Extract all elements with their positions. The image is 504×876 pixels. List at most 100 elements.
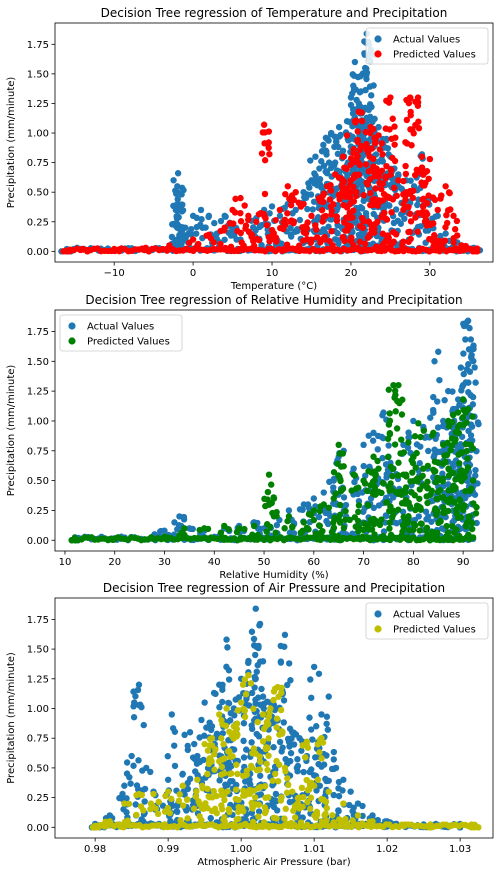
- data-point: [381, 209, 388, 216]
- data-point: [416, 527, 423, 534]
- data-point: [391, 157, 399, 165]
- data-point: [310, 198, 318, 205]
- y-tick-label: 0.00: [27, 823, 49, 834]
- data-point: [162, 792, 169, 800]
- data-point: [472, 248, 480, 255]
- data-point: [363, 65, 370, 72]
- data-point: [350, 183, 357, 190]
- data-point: [284, 775, 291, 782]
- data-point: [274, 777, 282, 785]
- data-point: [207, 726, 215, 734]
- data-point: [262, 807, 270, 814]
- data-point: [288, 233, 295, 240]
- data-point: [119, 790, 126, 798]
- x-tick-label: 1.02: [376, 844, 398, 855]
- data-point: [135, 701, 143, 709]
- data-point: [294, 799, 302, 807]
- data-point: [240, 737, 247, 745]
- data-point: [323, 720, 330, 727]
- data-point: [256, 753, 263, 760]
- data-point: [466, 487, 474, 495]
- data-point: [398, 411, 406, 418]
- data-point: [466, 368, 474, 375]
- data-point: [380, 532, 387, 540]
- data-point: [474, 419, 482, 426]
- data-point: [326, 237, 333, 245]
- data-point: [245, 216, 252, 223]
- data-point: [327, 187, 335, 194]
- data-point: [364, 247, 371, 254]
- legend-label: Actual Values: [393, 35, 460, 46]
- data-point: [281, 631, 289, 639]
- data-point: [143, 764, 150, 772]
- data-point: [379, 412, 386, 419]
- x-tick-label: 0.99: [157, 844, 179, 855]
- data-point: [330, 524, 338, 531]
- data-point: [434, 398, 441, 405]
- data-point: [350, 207, 357, 214]
- data-point: [371, 140, 379, 147]
- data-point: [240, 720, 248, 727]
- data-point: [334, 230, 341, 237]
- data-point: [184, 785, 192, 793]
- data-point: [328, 765, 336, 773]
- data-point: [367, 516, 374, 523]
- data-point: [211, 766, 218, 773]
- data-point: [469, 477, 477, 484]
- data-point: [355, 824, 362, 831]
- data-point: [233, 720, 241, 727]
- data-point: [295, 199, 302, 206]
- data-point: [375, 465, 382, 472]
- data-point: [441, 452, 448, 459]
- data-point: [197, 206, 205, 214]
- data-point: [250, 242, 258, 250]
- data-point: [277, 706, 285, 714]
- data-point: [237, 218, 245, 225]
- data-point: [447, 206, 454, 213]
- data-point: [402, 191, 410, 199]
- data-point: [354, 136, 361, 144]
- data-point: [263, 221, 271, 229]
- data-point: [339, 450, 347, 457]
- data-point: [192, 793, 200, 800]
- data-point: [298, 784, 306, 792]
- data-point: [455, 451, 462, 458]
- data-point: [241, 713, 249, 721]
- data-point: [310, 663, 318, 671]
- data-point: [318, 711, 325, 718]
- data-point: [386, 202, 393, 209]
- data-point: [416, 460, 423, 467]
- axes-frame: [54, 22, 494, 263]
- data-point: [330, 201, 337, 208]
- data-point: [216, 704, 223, 711]
- data-point: [430, 244, 437, 251]
- data-point: [264, 744, 271, 752]
- data-point: [89, 824, 97, 831]
- data-point: [409, 126, 416, 133]
- data-point: [186, 775, 194, 783]
- data-point: [256, 701, 264, 708]
- data-point: [425, 447, 432, 455]
- data-point: [372, 517, 380, 525]
- data-point: [255, 808, 263, 815]
- data-point: [365, 502, 372, 509]
- y-tick-label: 1.00: [27, 704, 49, 715]
- data-point: [353, 192, 360, 200]
- data-point: [302, 754, 309, 761]
- data-point: [277, 224, 284, 232]
- data-point: [282, 805, 289, 813]
- data-point: [225, 699, 232, 707]
- data-point: [354, 812, 362, 819]
- data-point: [297, 819, 305, 826]
- data-point: [300, 247, 308, 254]
- data-point: [363, 146, 371, 153]
- data-point: [323, 170, 331, 177]
- data-point: [201, 740, 208, 748]
- data-point: [449, 469, 457, 477]
- data-point: [340, 494, 348, 501]
- data-point: [246, 790, 253, 798]
- data-point: [372, 185, 379, 192]
- data-point: [164, 804, 172, 812]
- data-point: [325, 504, 333, 511]
- data-point: [387, 463, 395, 471]
